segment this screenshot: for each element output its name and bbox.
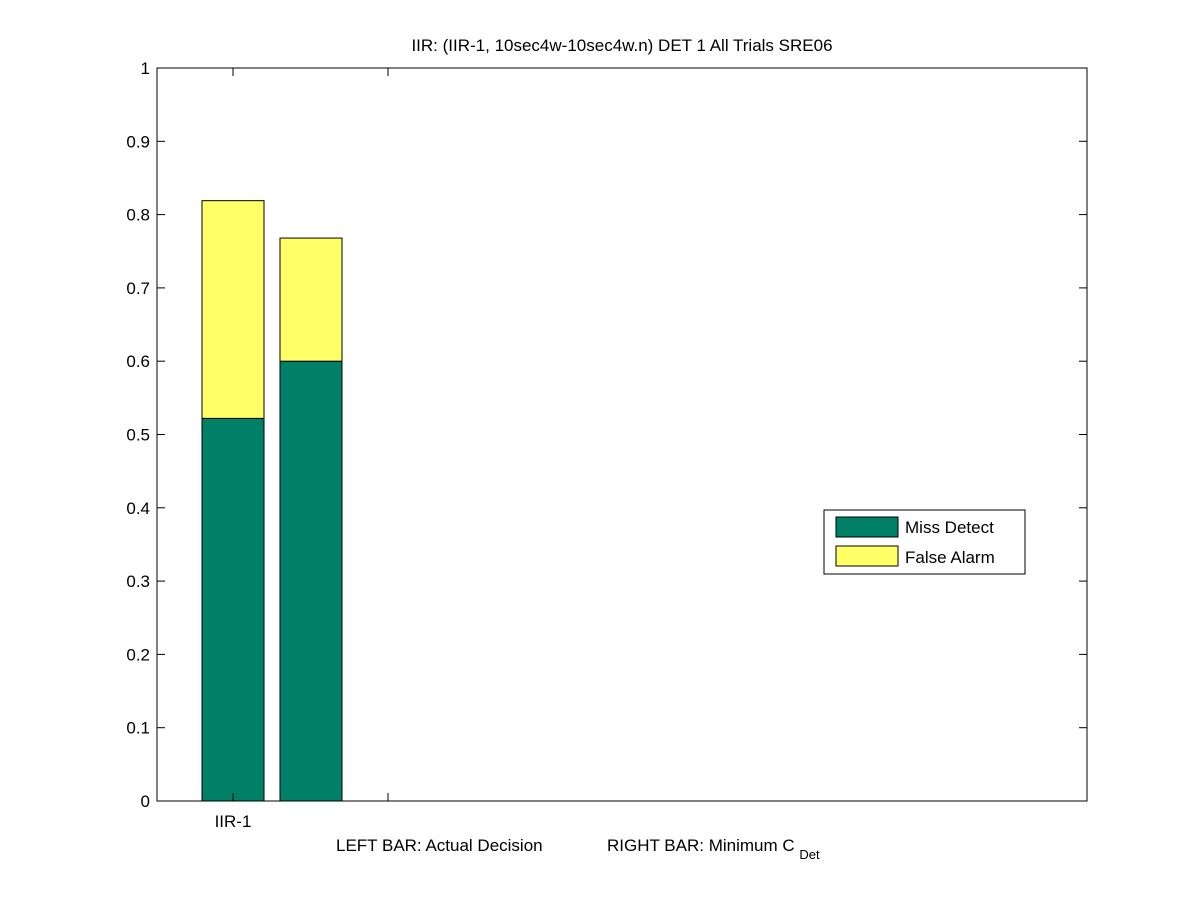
y-tick-label-6: 0.6 xyxy=(126,352,150,371)
y-tick-label-1: 0.1 xyxy=(126,719,150,738)
bar-1-miss-detect xyxy=(279,360,343,802)
legend-swatch-false-alarm xyxy=(835,545,899,567)
y-tick-label-10: 1 xyxy=(141,59,150,78)
bars xyxy=(201,200,343,802)
y-axis-tick-labels: 0 0.1 0.2 0.3 0.4 0.5 0.6 0.7 0.8 0.9 1 xyxy=(126,59,150,811)
legend: Miss Detect False Alarm xyxy=(823,509,1026,575)
y-tick-label-4: 0.4 xyxy=(126,499,150,518)
y-tick-label-7: 0.7 xyxy=(126,279,150,298)
y-tick-label-5: 0.5 xyxy=(126,426,150,445)
y-axis-ticks xyxy=(157,67,1087,802)
legend-swatch-miss-detect xyxy=(835,516,899,538)
x-tick-label-iir-1: IIR-1 xyxy=(215,812,252,831)
x-axis-label-right: RIGHT BAR: Minimum C xyxy=(607,836,795,855)
x-axis-ticks xyxy=(232,68,389,801)
y-tick-label-8: 0.8 xyxy=(126,206,150,225)
x-axis-label: LEFT BAR: Actual Decision RIGHT BAR: Min… xyxy=(336,836,820,862)
x-axis-label-left: LEFT BAR: Actual Decision xyxy=(336,836,543,855)
x-axis-label-right-subscript: Det xyxy=(799,847,820,862)
y-tick-label-2: 0.2 xyxy=(126,645,150,664)
bar-1-false-alarm xyxy=(279,237,343,362)
legend-label-miss-detect: Miss Detect xyxy=(905,518,994,537)
chart-title: IIR: (IIR-1, 10sec4w-10sec4w.n) DET 1 Al… xyxy=(411,36,832,55)
bar-0-miss-detect xyxy=(201,417,265,802)
legend-label-false-alarm: False Alarm xyxy=(905,548,995,567)
y-tick-label-3: 0.3 xyxy=(126,572,150,591)
bar-0-false-alarm xyxy=(201,200,265,419)
y-tick-label-9: 0.9 xyxy=(126,132,150,151)
y-tick-label-0: 0 xyxy=(141,792,150,811)
